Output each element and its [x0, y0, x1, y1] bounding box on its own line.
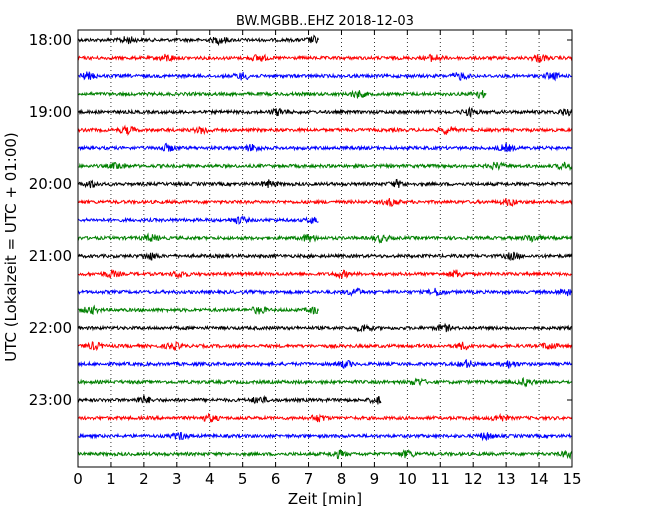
y-tick-label: 20:00: [29, 175, 72, 193]
x-tick-label: 6: [271, 470, 281, 488]
trace-line: [77, 251, 573, 262]
y-tick-label: 18:00: [29, 31, 72, 49]
trace-line: [77, 106, 573, 118]
trace-line: [77, 161, 573, 172]
trace-line: [77, 34, 319, 47]
trace-line: [77, 376, 573, 388]
grid-lines: [110, 30, 540, 467]
y-tick-label: 21:00: [29, 247, 72, 265]
x-tick-label: 2: [139, 470, 149, 488]
trace-line: [77, 287, 573, 297]
x-tick-label: 0: [73, 470, 83, 488]
trace-line: [77, 89, 487, 100]
trace-line: [77, 232, 573, 244]
y-tick-label: 22:00: [29, 319, 72, 337]
x-tick-label: 10: [398, 470, 417, 488]
trace-line: [77, 448, 573, 460]
x-axis-label: Zeit [min]: [288, 490, 362, 508]
y-tick-label: 23:00: [29, 391, 72, 409]
trace-line: [77, 358, 573, 370]
axis-ticks: 0 1 2 3 4 5 6 7 8 9 10 11 12 13 14 1518:0019:0020:0021:…: [29, 30, 582, 488]
trace-line: [77, 142, 573, 153]
x-tick-label: 7: [304, 470, 314, 488]
trace-line: [77, 197, 573, 208]
plot-frame: [77, 29, 573, 468]
trace-line: [77, 214, 319, 226]
x-tick-label: 4: [205, 470, 215, 488]
y-tick-label: 19:00: [29, 103, 72, 121]
y-axis-label: UTC (Lokalzeit = UTC + 01:00): [2, 132, 20, 362]
x-tick-label: 3: [172, 470, 182, 488]
x-tick-label: 5: [238, 470, 248, 488]
traces: [77, 34, 573, 460]
trace-line: [77, 178, 573, 189]
trace-line: [77, 394, 382, 405]
trace-line: [77, 269, 573, 280]
trace-line: [77, 53, 573, 63]
x-tick-label: 11: [431, 470, 450, 488]
x-tick-label: 8: [337, 470, 347, 488]
x-tick-label: 13: [497, 470, 516, 488]
trace-line: [77, 412, 573, 423]
x-tick-label: 12: [464, 470, 483, 488]
x-tick-label: 15: [562, 470, 581, 488]
trace-line: [77, 304, 319, 315]
x-tick-label: 1: [106, 470, 116, 488]
trace-line: [77, 322, 573, 333]
chart-title: BW.MGBB..EHZ 2018-12-03: [236, 14, 414, 29]
trace-line: [77, 71, 573, 82]
trace-line: [77, 340, 573, 352]
trace-line: [77, 431, 573, 442]
x-tick-label: 9: [370, 470, 380, 488]
trace-line: [77, 124, 573, 137]
x-tick-label: 14: [530, 470, 549, 488]
